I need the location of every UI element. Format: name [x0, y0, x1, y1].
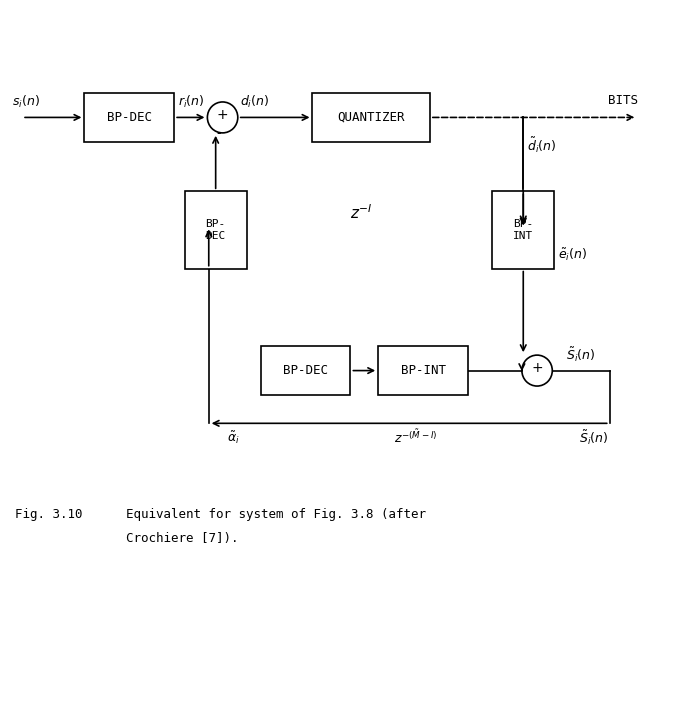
- Circle shape: [522, 355, 552, 386]
- Text: BP-DEC: BP-DEC: [107, 111, 152, 124]
- Bar: [312, 92, 430, 142]
- Text: +: +: [532, 361, 543, 376]
- Text: $r_i(n)$: $r_i(n)$: [178, 95, 204, 110]
- Text: $\tilde{S}_i(n)$: $\tilde{S}_i(n)$: [579, 428, 608, 447]
- Text: Equivalent for system of Fig. 3.8 (after: Equivalent for system of Fig. 3.8 (after: [126, 508, 426, 521]
- Text: BP-INT: BP-INT: [400, 364, 446, 377]
- Text: -: -: [217, 126, 221, 140]
- Text: $\tilde{d}_i(n)$: $\tilde{d}_i(n)$: [527, 135, 556, 155]
- Text: $\tilde{\alpha}_i$: $\tilde{\alpha}_i$: [226, 429, 239, 445]
- Text: +: +: [217, 108, 228, 122]
- Text: BITS: BITS: [609, 94, 638, 107]
- Text: $d_i(n)$: $d_i(n)$: [240, 95, 269, 110]
- Text: BP-
INT: BP- INT: [513, 219, 534, 241]
- Text: $z^{-(\tilde{M}-I)}$: $z^{-(\tilde{M}-I)}$: [394, 429, 438, 446]
- Text: QUANTIZER: QUANTIZER: [337, 111, 405, 124]
- Text: Crochiere [7]).: Crochiere [7]).: [126, 532, 238, 545]
- Text: $\tilde{e}_i(n)$: $\tilde{e}_i(n)$: [558, 246, 587, 263]
- Bar: [261, 346, 350, 395]
- Text: $z^{-I}$: $z^{-I}$: [350, 203, 372, 222]
- Bar: [492, 191, 555, 268]
- Text: BP-DEC: BP-DEC: [283, 364, 328, 377]
- Text: BP-
DEC: BP- DEC: [205, 219, 226, 241]
- Bar: [185, 191, 247, 268]
- Bar: [85, 92, 174, 142]
- Text: $\tilde{S}_i(n)$: $\tilde{S}_i(n)$: [566, 345, 596, 364]
- Bar: [378, 346, 468, 395]
- Text: Fig. 3.10: Fig. 3.10: [15, 508, 83, 521]
- Text: $s_i(n)$: $s_i(n)$: [12, 95, 40, 110]
- Circle shape: [208, 102, 238, 133]
